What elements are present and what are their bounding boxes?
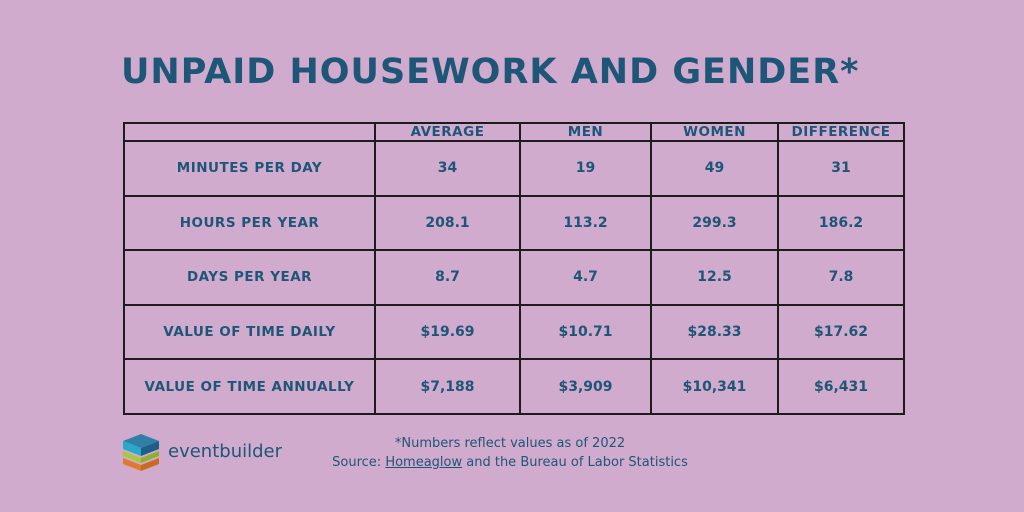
table-cell: 8.7	[374, 249, 521, 306]
table-cell: 31	[777, 140, 905, 197]
table-cell: $17.62	[777, 303, 905, 361]
table-cell: 19	[519, 140, 652, 197]
eventbuilder-cube-logo-icon	[123, 434, 159, 471]
row-label: VALUE OF TIME DAILY	[123, 303, 376, 361]
table-cell: 49	[650, 140, 779, 197]
source-suffix: and the Bureau of Labor Statistics	[462, 455, 688, 470]
table-cell: 299.3	[650, 194, 779, 252]
table-row: VALUE OF TIME DAILY $19.69 $10.71 $28.33…	[123, 303, 905, 361]
table-cell: 186.2	[777, 194, 905, 252]
table-cell: 12.5	[650, 249, 779, 306]
table-cell: 7.8	[777, 249, 905, 306]
row-label: HOURS PER YEAR	[123, 194, 376, 252]
column-header-average: AVERAGE	[374, 122, 521, 142]
table-cell: $10,341	[650, 358, 779, 415]
source-line: Source: Homeaglow and the Bureau of Labo…	[250, 453, 770, 472]
table-cell: $7,188	[374, 358, 521, 415]
row-label: DAYS PER YEAR	[123, 249, 376, 306]
column-header-difference: DIFFERENCE	[777, 122, 905, 142]
table-cell: 4.7	[519, 249, 652, 306]
table-row: HOURS PER YEAR 208.1 113.2 299.3 186.2	[123, 194, 905, 252]
row-label: VALUE OF TIME ANNUALLY	[123, 358, 376, 415]
table-cell: $3,909	[519, 358, 652, 415]
table-cell: $19.69	[374, 303, 521, 361]
table-cell: 208.1	[374, 194, 521, 252]
table-row: MINUTES PER DAY 34 19 49 31	[123, 140, 905, 197]
table-cell: $6,431	[777, 358, 905, 415]
table-cell: $28.33	[650, 303, 779, 361]
brand-name: eventbuilder	[168, 441, 283, 462]
table-row: VALUE OF TIME ANNUALLY $7,188 $3,909 $10…	[123, 358, 905, 415]
table-cell: 113.2	[519, 194, 652, 252]
source-link[interactable]: Homeaglow	[385, 455, 463, 470]
table-cell: 34	[374, 140, 521, 197]
row-label: MINUTES PER DAY	[123, 140, 376, 197]
column-header-women: WOMEN	[650, 122, 779, 142]
column-header-blank	[123, 122, 376, 142]
table-row: DAYS PER YEAR 8.7 4.7 12.5 7.8	[123, 249, 905, 306]
source-prefix: Source:	[332, 455, 386, 470]
footnote: *Numbers reflect values as of 2022	[394, 436, 626, 451]
column-header-men: MEN	[519, 122, 652, 142]
data-table: AVERAGE MEN WOMEN DIFFERENCE MINUTES PER…	[123, 122, 905, 415]
table-cell: $10.71	[519, 303, 652, 361]
page-title: UNPAID HOUSEWORK AND GENDER*	[121, 52, 860, 92]
footer-notes: *Numbers reflect values as of 2022 Sourc…	[250, 434, 770, 472]
table-header-row: AVERAGE MEN WOMEN DIFFERENCE	[123, 122, 905, 142]
